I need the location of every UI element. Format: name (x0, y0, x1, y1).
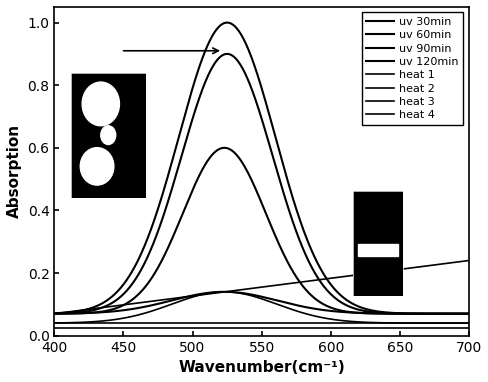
uv 60min (465, 311, 471, 316)
heat 1 (51, 320, 57, 325)
uv 30min (465, 311, 471, 316)
uv 120min (51, 311, 57, 316)
uv 60min (51, 311, 57, 316)
heat 3 (465, 321, 471, 325)
Line: heat 1: heat 1 (54, 292, 468, 323)
uv 120min (234, 290, 240, 295)
Y-axis label: Absorption: Absorption (7, 124, 22, 219)
heat 3 (219, 321, 224, 325)
heat 2 (94, 306, 100, 311)
uv 120min (465, 311, 471, 316)
uv 60min (336, 299, 342, 304)
uv 60min (94, 307, 100, 312)
uv 60min (219, 53, 224, 58)
Line: uv 90min: uv 90min (54, 148, 468, 314)
uv 120min (221, 290, 227, 294)
heat 1 (336, 318, 342, 322)
heat 1 (221, 290, 227, 294)
uv 120min (382, 311, 387, 316)
uv 60min (224, 52, 229, 56)
uv 90min (94, 310, 100, 314)
heat 4 (335, 325, 341, 330)
uv 90min (51, 311, 57, 316)
heat 3 (374, 321, 380, 325)
uv 30min (234, 27, 240, 31)
heat 4 (219, 325, 224, 330)
heat 2 (465, 258, 471, 263)
uv 60min (382, 311, 387, 316)
heat 3 (382, 321, 387, 325)
uv 120min (336, 309, 342, 314)
uv 30min (51, 311, 57, 316)
uv 30min (94, 304, 100, 308)
heat 4 (94, 325, 100, 330)
uv 30min (336, 292, 342, 296)
heat 1 (94, 319, 100, 324)
Legend: uv 30min, uv 60min, uv 90min, uv 120min, heat 1, heat 2, heat 3, heat 4: uv 30min, uv 60min, uv 90min, uv 120min,… (361, 13, 463, 125)
uv 120min (219, 290, 224, 294)
uv 90min (234, 154, 240, 158)
uv 90min (336, 308, 342, 312)
heat 1 (465, 321, 471, 325)
heat 2 (382, 269, 387, 274)
heat 4 (51, 325, 57, 330)
uv 60min (234, 58, 240, 63)
Line: heat 2: heat 2 (54, 261, 468, 314)
Line: uv 30min: uv 30min (54, 23, 468, 314)
uv 30min (219, 22, 224, 26)
Line: uv 60min: uv 60min (54, 54, 468, 314)
uv 90min (465, 311, 471, 316)
uv 90min (374, 311, 380, 316)
heat 2 (234, 288, 240, 293)
uv 30min (382, 310, 387, 315)
heat 1 (382, 320, 387, 325)
uv 30min (224, 20, 229, 25)
heat 1 (234, 290, 240, 295)
Line: uv 120min: uv 120min (54, 292, 468, 314)
heat 4 (374, 325, 380, 330)
uv 90min (219, 146, 224, 151)
heat 3 (94, 321, 100, 325)
heat 1 (374, 320, 380, 325)
uv 90min (382, 311, 387, 316)
heat 2 (374, 270, 380, 275)
heat 3 (51, 321, 57, 325)
heat 4 (382, 325, 387, 330)
heat 4 (234, 325, 240, 330)
heat 4 (465, 325, 471, 330)
heat 1 (219, 290, 224, 294)
heat 2 (219, 290, 224, 295)
X-axis label: Wavenumber(cm⁻¹): Wavenumber(cm⁻¹) (178, 360, 345, 375)
uv 120min (94, 310, 100, 315)
uv 120min (374, 311, 380, 316)
heat 3 (335, 321, 341, 325)
uv 90min (221, 146, 227, 150)
heat 3 (234, 321, 240, 325)
uv 60min (374, 310, 380, 315)
uv 30min (374, 309, 380, 314)
heat 2 (335, 275, 341, 280)
heat 2 (51, 311, 57, 316)
